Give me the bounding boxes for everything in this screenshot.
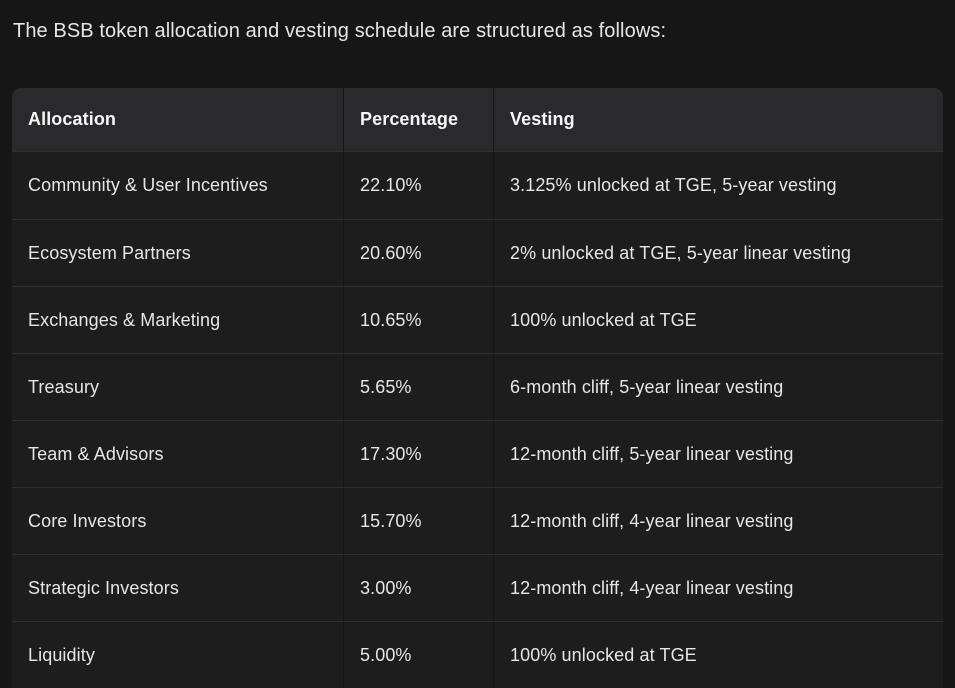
- vesting-cell: 6-month cliff, 5-year linear vesting: [493, 353, 943, 420]
- percentage-cell: 17.30%: [343, 420, 493, 487]
- table-row: Ecosystem Partners 20.60% 2% unlocked at…: [12, 219, 943, 286]
- percentage-cell: 5.00%: [343, 621, 493, 688]
- allocation-table-wrapper: Allocation Percentage Vesting Community …: [12, 88, 943, 688]
- vesting-cell: 3.125% unlocked at TGE, 5-year vesting: [493, 152, 943, 219]
- vesting-cell: 12-month cliff, 4-year linear vesting: [493, 487, 943, 554]
- table-row: Strategic Investors 3.00% 12-month cliff…: [12, 554, 943, 621]
- column-header-vesting: Vesting: [493, 88, 943, 152]
- percentage-cell: 3.00%: [343, 554, 493, 621]
- table-row: Treasury 5.65% 6-month cliff, 5-year lin…: [12, 353, 943, 420]
- allocation-cell: Treasury: [12, 353, 343, 420]
- vesting-cell: 12-month cliff, 5-year linear vesting: [493, 420, 943, 487]
- percentage-cell: 20.60%: [343, 219, 493, 286]
- allocation-cell: Team & Advisors: [12, 420, 343, 487]
- table-header-row: Allocation Percentage Vesting: [12, 88, 943, 152]
- vesting-cell: 12-month cliff, 4-year linear vesting: [493, 554, 943, 621]
- percentage-cell: 10.65%: [343, 286, 493, 353]
- allocation-cell: Strategic Investors: [12, 554, 343, 621]
- vesting-cell: 100% unlocked at TGE: [493, 621, 943, 688]
- allocation-cell: Core Investors: [12, 487, 343, 554]
- allocation-cell: Liquidity: [12, 621, 343, 688]
- table-row: Core Investors 15.70% 12-month cliff, 4-…: [12, 487, 943, 554]
- allocation-cell: Community & User Incentives: [12, 152, 343, 219]
- percentage-cell: 5.65%: [343, 353, 493, 420]
- table-row: Exchanges & Marketing 10.65% 100% unlock…: [12, 286, 943, 353]
- allocation-table: Allocation Percentage Vesting Community …: [12, 88, 943, 688]
- allocation-cell: Exchanges & Marketing: [12, 286, 343, 353]
- page-title: The BSB token allocation and vesting sch…: [13, 20, 667, 42]
- column-header-percentage: Percentage: [343, 88, 493, 152]
- percentage-cell: 22.10%: [343, 152, 493, 219]
- allocation-cell: Ecosystem Partners: [12, 219, 343, 286]
- table-row: Team & Advisors 17.30% 12-month cliff, 5…: [12, 420, 943, 487]
- vesting-cell: 2% unlocked at TGE, 5-year linear vestin…: [493, 219, 943, 286]
- table-row: Community & User Incentives 22.10% 3.125…: [12, 152, 943, 219]
- percentage-cell: 15.70%: [343, 487, 493, 554]
- vesting-cell: 100% unlocked at TGE: [493, 286, 943, 353]
- table-row: Liquidity 5.00% 100% unlocked at TGE: [12, 621, 943, 688]
- column-header-allocation: Allocation: [12, 88, 343, 152]
